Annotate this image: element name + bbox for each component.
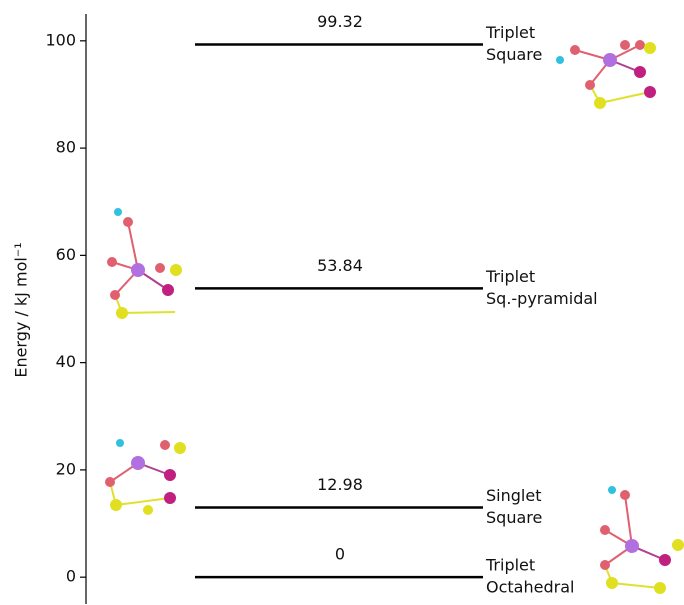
state-geometry: Octahedral bbox=[486, 578, 574, 597]
state-geometry: Square bbox=[486, 508, 542, 527]
state-spin: Singlet bbox=[486, 486, 541, 505]
y-axis-label: Energy / kJ mol⁻¹ bbox=[12, 242, 31, 377]
y-tick-label: 100 bbox=[45, 30, 76, 49]
state-spin: Triplet bbox=[485, 23, 535, 42]
state-spin: Triplet bbox=[485, 267, 535, 286]
y-tick-label: 60 bbox=[56, 245, 76, 264]
y-tick-label: 80 bbox=[56, 138, 76, 157]
molecule-octahedral bbox=[600, 486, 684, 594]
value-label: 12.98 bbox=[317, 475, 363, 494]
state-geometry: Sq.-pyramidal bbox=[486, 289, 598, 308]
y-tick-label: 0 bbox=[66, 567, 76, 586]
molecule-square-triplet bbox=[556, 40, 656, 109]
state-geometry: Square bbox=[486, 45, 542, 64]
molecule-square-singlet bbox=[105, 439, 186, 515]
value-label: 0 bbox=[335, 545, 345, 564]
value-label: 99.32 bbox=[317, 12, 363, 31]
molecule-sq-pyramidal bbox=[107, 208, 182, 319]
state-spin: Triplet bbox=[485, 556, 535, 575]
value-label: 53.84 bbox=[317, 256, 363, 275]
y-tick-label: 40 bbox=[56, 352, 76, 371]
y-tick-label: 20 bbox=[56, 459, 76, 478]
